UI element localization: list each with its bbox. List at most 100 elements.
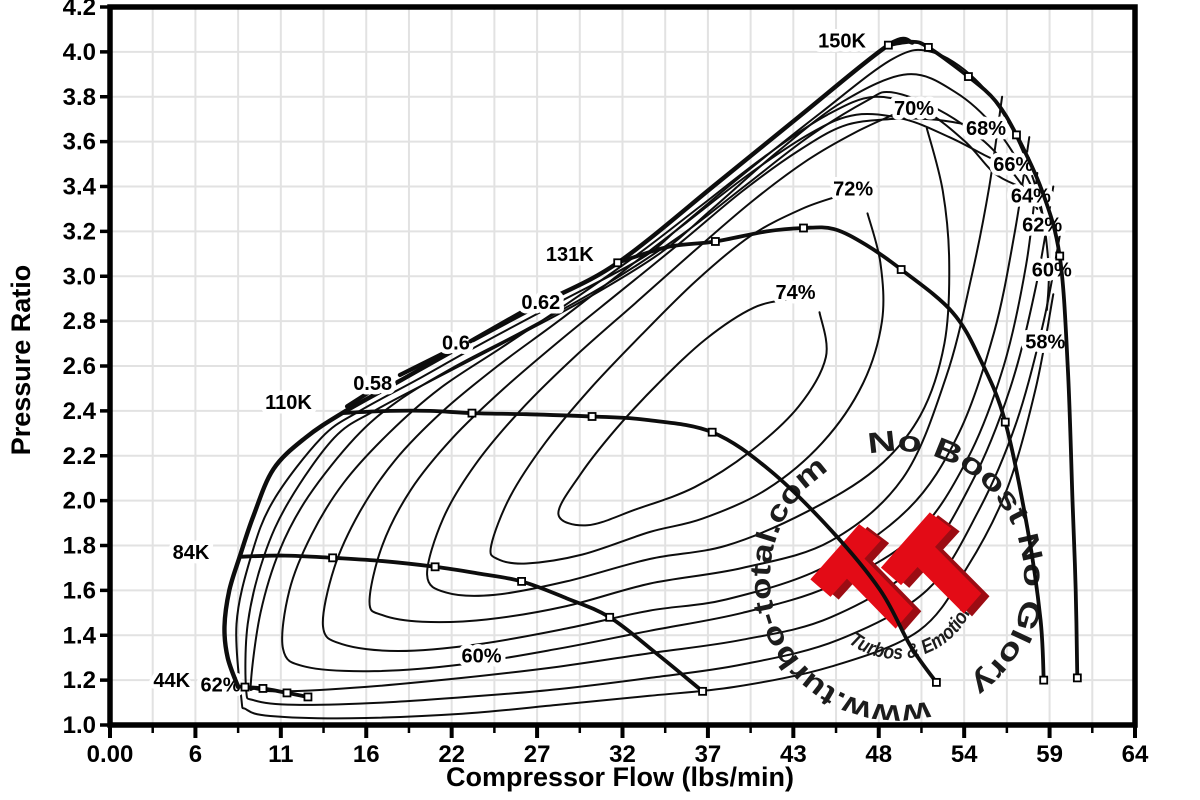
x-tick-label: 59 (1036, 741, 1063, 768)
x-tick-label: 0.00 (87, 741, 134, 768)
speed-marker (613, 258, 623, 268)
y-tick-label: 1.6 (63, 577, 96, 604)
y-tick-label: 1.0 (63, 712, 96, 739)
speed-marker (1039, 675, 1049, 685)
speed-marker (964, 72, 973, 81)
speed-marker (605, 612, 615, 622)
speed-marker (258, 684, 268, 693)
y-axis-title: Pressure Ratio (6, 265, 36, 456)
contour-label-68%-halo: 68% (966, 118, 1006, 140)
surge-tick-0.58 (344, 379, 388, 409)
grid (110, 7, 1135, 725)
surge-tick-0.62 (468, 310, 524, 344)
speed-marker (923, 42, 933, 52)
speed-marker (282, 688, 292, 698)
y-tick-label: 2.4 (63, 398, 97, 425)
logo-right-t (880, 512, 982, 614)
x-tick-label: 48 (865, 741, 892, 768)
contour-label-66%: 66% (993, 154, 1033, 176)
surge-line-path (222, 36, 915, 690)
contour-label-60%: 60% (462, 645, 502, 667)
x-tick-label: 54 (951, 741, 978, 768)
contour-label-74%: 74% (775, 282, 815, 304)
surge-line (222, 36, 915, 690)
speed-marker (883, 40, 893, 50)
tick-labels: 0.00 6 11 16 22 27 32 37 43 48 54 59 64 1.0 1.2 1.4 1.6 1… (63, 0, 1149, 768)
speed-marker (240, 682, 250, 692)
x-tick-label: 27 (524, 741, 551, 768)
contour-68% (368, 95, 1004, 624)
contour-label-62%: 62% (200, 675, 240, 697)
y-tick-label: 1.4 (63, 622, 97, 649)
speed-marker (799, 223, 808, 233)
y-tick-label: 2.6 (63, 353, 96, 380)
speed-marker (710, 237, 720, 246)
speed-marker (707, 427, 717, 437)
y-tick-label: 3.6 (63, 129, 96, 156)
contour-label-68%: 68% (966, 118, 1006, 140)
contour-label-72%: 72% (833, 179, 873, 201)
speed-marker (698, 686, 707, 696)
contour-label-60%-halo: 60% (462, 645, 502, 667)
speed-label-44K-halo: 44K (153, 670, 190, 692)
y-tick-label: 2.0 (63, 488, 96, 515)
contour-58% (235, 48, 1055, 720)
speed-marker (1055, 251, 1065, 261)
speed-marker (1072, 673, 1082, 683)
contour-label-70%-halo: 70% (894, 98, 934, 120)
surge-label-0.62-halo: 0.62 (521, 292, 560, 314)
x-tick-label: 22 (438, 741, 465, 768)
speed-label-84K: 84K (173, 542, 210, 564)
speed-line-path-110K (340, 408, 939, 685)
speed-marker (1000, 417, 1010, 427)
contour-72% (489, 194, 885, 565)
surge-value-markers: 0.580.580.60.60.620.62 (344, 288, 565, 409)
y-tick-label: 3.0 (63, 263, 96, 290)
speed-label-44K: 44K (153, 670, 190, 692)
contour-label-74%-halo: 74% (775, 282, 815, 304)
contour-label-66%-halo: 66% (993, 154, 1033, 176)
x-tick-label: 32 (609, 741, 636, 768)
speed-label-131K-halo: 131K (546, 244, 594, 266)
speed-marker (1012, 130, 1021, 140)
speed-marker (517, 577, 527, 586)
speed-marker (328, 553, 338, 563)
contour-74% (557, 297, 828, 527)
speed-label-110K-halo: 110K (265, 392, 312, 414)
contour-66% (321, 112, 1031, 653)
y-tick-label: 1.8 (63, 533, 96, 560)
surge-label-0.6: 0.6 (442, 332, 470, 354)
x-tick-label: 6 (189, 741, 202, 768)
contour-label-60%: 60% (1032, 260, 1072, 282)
contour-label-72%-halo: 72% (833, 179, 873, 201)
speed-label-84K-halo: 84K (173, 542, 210, 564)
x-tick-label: 11 (268, 741, 293, 768)
surge-label-0.58-halo: 0.58 (353, 373, 392, 395)
contour-label-58%-halo: 58% (1025, 331, 1065, 353)
speed-label-150K: 150K (818, 31, 866, 53)
speed-line-path-84K (237, 553, 705, 694)
y-tick-label: 2.8 (63, 308, 96, 335)
x-tick-label: 43 (780, 741, 807, 768)
axis-ticks (100, 5, 1137, 738)
x-axis-title: Compressor Flow (lbs/min) (446, 762, 794, 792)
speed-marker (467, 408, 477, 418)
contour-70% (426, 113, 951, 597)
x-tick-label: 37 (695, 741, 722, 768)
x-tick-label: 16 (353, 741, 380, 768)
contour-label-70%: 70% (894, 98, 934, 120)
speed-marker (430, 562, 440, 572)
y-tick-label: 4.0 (63, 39, 96, 66)
y-tick-label: 3.2 (63, 218, 96, 245)
speed-marker (896, 265, 906, 274)
surge-label-0.58: 0.58 (353, 373, 392, 395)
surge-label-0.62: 0.62 (521, 292, 560, 314)
y-tick-label: 2.2 (63, 443, 96, 470)
y-tick-label: 3.4 (63, 174, 97, 201)
